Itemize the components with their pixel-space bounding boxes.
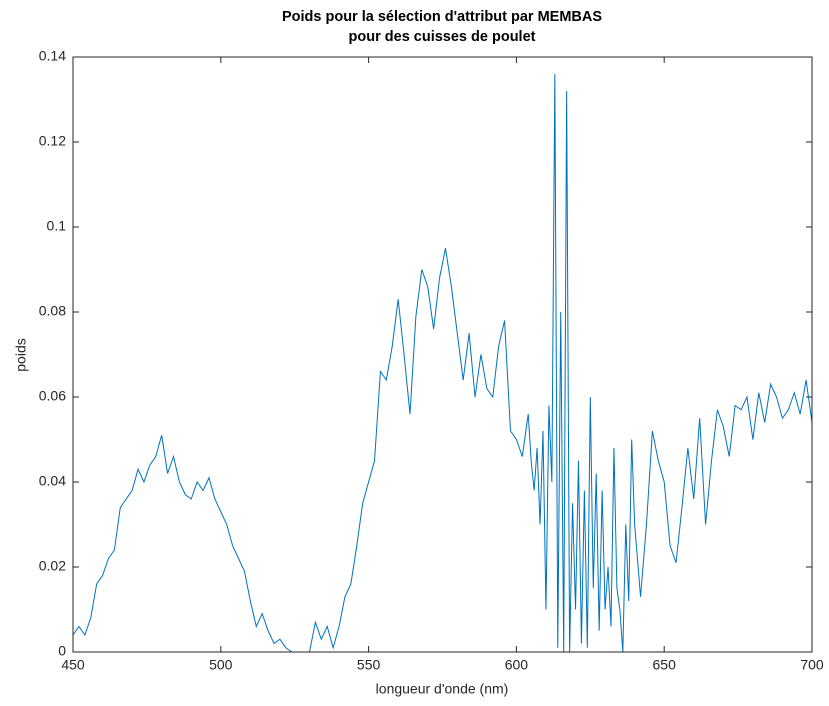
data-line <box>72 73 813 653</box>
x-axis-label: longueur d'onde (nm) <box>376 681 509 697</box>
y-tick-label: 0 <box>58 643 66 659</box>
y-axis-label: poids <box>13 338 29 371</box>
y-tick-label: 0.08 <box>39 303 66 319</box>
y-tick-label: 0.12 <box>39 133 66 149</box>
plot-area <box>73 57 812 652</box>
x-tick-label: 650 <box>653 657 677 673</box>
x-tick-label: 600 <box>505 657 529 673</box>
x-tick-label: 500 <box>209 657 233 673</box>
chart-title: Poids pour la sélection d'attribut par M… <box>282 9 602 25</box>
axes-box <box>72 56 813 653</box>
x-tick-label: 450 <box>61 657 85 673</box>
x-tick-label: 700 <box>800 657 824 673</box>
y-tick-label: 0.02 <box>39 558 66 574</box>
y-tick-label: 0.04 <box>39 473 66 489</box>
y-tick-label: 0.1 <box>47 218 67 234</box>
x-tick-label: 550 <box>357 657 381 673</box>
y-tick-label: 0.14 <box>39 48 66 64</box>
y-tick-label: 0.06 <box>39 388 66 404</box>
chart-subtitle: pour des cuisses de poulet <box>349 29 536 45</box>
